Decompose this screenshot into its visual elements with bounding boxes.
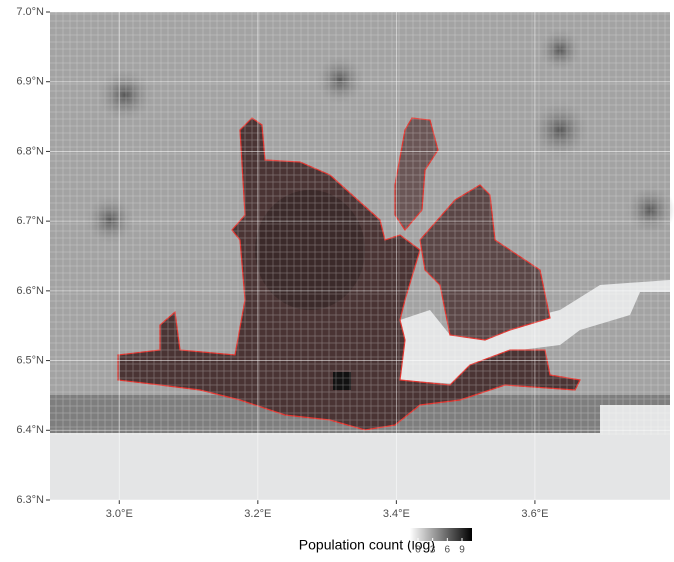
page: {"chart_data": {"type": "map", "xlim": [… [0,0,674,557]
map: Population count (log) 3.0°E3.2°E3.4°E3.… [0,0,674,557]
legend-tick-label: 0 [415,545,421,556]
y-tick-label: 7.0°N [16,6,44,18]
y-tick-label: 6.3°N [16,494,44,506]
y-tick-label: 6.9°N [16,76,44,88]
legend-tick-label: 3 [430,545,436,556]
x-tick-label: 3.0°E [106,508,133,520]
x-tick-label: 3.4°E [383,508,410,520]
x-tick-label: 3.2°E [244,508,271,520]
y-tick-label: 6.5°N [16,354,44,366]
legend-tick-label: 6 [445,545,451,556]
x-tick-label: 3.6°E [521,508,548,520]
y-tick-label: 6.7°N [16,215,44,227]
raster [50,12,674,500]
y-tick-label: 6.4°N [16,424,44,436]
y-tick-label: 6.8°N [16,145,44,157]
legend-colorbar [410,528,472,541]
legend-tick-label: 9 [459,545,465,556]
y-tick-label: 6.6°N [16,285,44,297]
